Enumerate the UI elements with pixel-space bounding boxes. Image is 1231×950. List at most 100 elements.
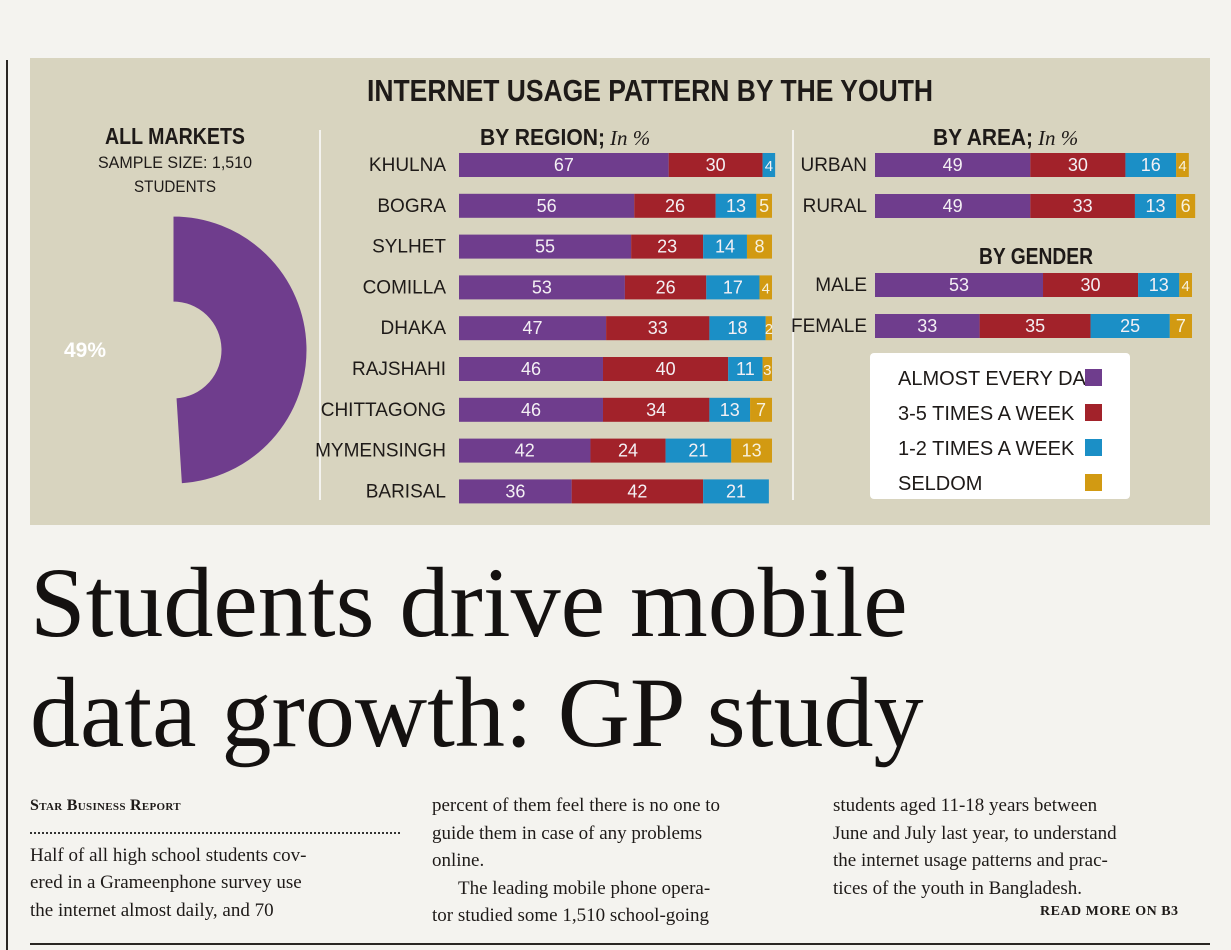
donut-label: 49% bbox=[64, 339, 106, 362]
bar-segment bbox=[459, 357, 603, 381]
legend-label: SELDOM bbox=[898, 473, 982, 495]
bar-segment bbox=[1030, 153, 1126, 177]
bar-segment bbox=[459, 234, 632, 259]
bar-segment bbox=[1030, 194, 1135, 218]
legend-label: ALMOST EVERY DAY bbox=[898, 368, 1098, 390]
article-line: percent of them feel there is no one to bbox=[432, 795, 721, 816]
bar-value-label: 49 bbox=[943, 155, 963, 175]
bar-segment bbox=[762, 153, 776, 177]
article-line: ered in a Grameenphone survey use bbox=[30, 872, 302, 893]
bar-value-label: 6 bbox=[1181, 196, 1191, 216]
bar-segment bbox=[875, 194, 1031, 218]
byline-divider bbox=[30, 820, 400, 834]
article-column-1: Star Business Report Half of all high sc… bbox=[30, 792, 404, 924]
bar-segment bbox=[709, 397, 751, 422]
legend-swatch bbox=[1085, 439, 1102, 456]
bar-segment bbox=[750, 397, 772, 422]
all-markets-donut-chart: 31%15%5%49% bbox=[64, 215, 308, 485]
bar-segment bbox=[1176, 194, 1196, 218]
bar-segment bbox=[759, 275, 772, 300]
bar-category-label: URBAN bbox=[800, 155, 867, 176]
bar-value-label: 33 bbox=[648, 318, 668, 338]
legend-label: 3-5 TIMES A WEEK bbox=[898, 403, 1075, 425]
bar-value-label: 55 bbox=[535, 237, 555, 257]
bar-segment bbox=[1090, 314, 1170, 338]
article-column-2: percent of them feel there is no one to g… bbox=[432, 792, 808, 930]
bar-value-label: 56 bbox=[537, 196, 557, 216]
bar-segment bbox=[731, 438, 772, 463]
bar-value-label: 46 bbox=[521, 400, 541, 420]
bar-value-label: 42 bbox=[627, 481, 647, 501]
bar-segment bbox=[706, 275, 760, 300]
bar-segment bbox=[1169, 314, 1192, 338]
bar-value-label: 7 bbox=[756, 400, 766, 420]
bar-segment bbox=[459, 153, 669, 177]
bar-value-label: 53 bbox=[949, 275, 969, 295]
bar-value-label: 33 bbox=[1073, 196, 1093, 216]
legend-box bbox=[870, 353, 1130, 499]
bar-value-label: 34 bbox=[646, 400, 666, 420]
bar-segment bbox=[1138, 273, 1180, 297]
area-bar-chart: URBAN 49 30 16 4 RURAL 49 33 13 6 bbox=[800, 153, 1196, 218]
article-line: Half of all high school students cov- bbox=[30, 844, 307, 866]
bar-value-label: 4 bbox=[1181, 278, 1189, 295]
bar-value-label: 8 bbox=[754, 237, 764, 257]
bar-segment bbox=[590, 438, 666, 463]
bar-value-label: 33 bbox=[917, 316, 937, 336]
bar-category-label: MYMENSINGH bbox=[315, 441, 446, 462]
article-line: tices of the youth in Bangladesh. bbox=[833, 877, 1083, 899]
bar-category-label: SYLHET bbox=[372, 237, 446, 258]
bar-segment bbox=[765, 316, 772, 341]
region-unit: In % bbox=[609, 126, 650, 150]
area-unit: In % bbox=[1037, 126, 1078, 150]
bar-segment bbox=[459, 397, 603, 422]
legend: ALMOST EVERY DAY 3-5 TIMES A WEEK 1-2 TIME… bbox=[898, 368, 1102, 495]
infographic: INTERNET USAGE PATTERN BY THE YOUTH ALL … bbox=[30, 58, 1210, 525]
infographic-title: INTERNET USAGE PATTERN BY THE YOUTH bbox=[367, 73, 933, 108]
bar-segment bbox=[1043, 273, 1139, 297]
column-1-text: Half of all high school students cov-ere… bbox=[30, 842, 404, 925]
bar-segment bbox=[665, 438, 732, 463]
bar-value-label: 13 bbox=[1149, 275, 1169, 295]
bar-segment bbox=[1125, 153, 1177, 177]
bar-value-label: 25 bbox=[1120, 316, 1140, 336]
legend-label: 1-2 TIMES A WEEK bbox=[898, 438, 1075, 460]
article-line: students aged 11-18 years between bbox=[833, 795, 1098, 816]
region-title: BY REGION; bbox=[480, 124, 605, 150]
read-more-link[interactable]: READ MORE ON B3 bbox=[1040, 904, 1179, 919]
bar-segment bbox=[459, 438, 591, 463]
bar-value-label: 24 bbox=[618, 441, 638, 461]
bar-value-label: 13 bbox=[720, 400, 740, 420]
bar-value-label: 30 bbox=[1068, 155, 1088, 175]
bar-value-label: 35 bbox=[1025, 316, 1045, 336]
bar-segment bbox=[762, 357, 772, 381]
bar-segment bbox=[756, 193, 772, 218]
bar-segment bbox=[459, 193, 635, 218]
bar-value-label: 14 bbox=[715, 237, 735, 257]
bar-value-label: 5 bbox=[759, 196, 769, 216]
bar-segment bbox=[571, 479, 704, 504]
headline: Students drive mobile data growth: GP st… bbox=[30, 548, 1220, 768]
bar-value-label: 30 bbox=[706, 155, 726, 175]
bar-segment bbox=[875, 314, 980, 338]
bar-segment bbox=[709, 316, 766, 341]
bar-segment bbox=[459, 316, 607, 341]
bar-value-label: 53 bbox=[532, 277, 552, 297]
bar-value-label: 17 bbox=[723, 277, 743, 297]
bar-segment bbox=[979, 314, 1091, 338]
bar-segment bbox=[1176, 153, 1189, 177]
bar-value-label: 26 bbox=[665, 196, 685, 216]
bar-value-label: 16 bbox=[1141, 155, 1161, 175]
column-3-text: students aged 11-18 years between June an… bbox=[833, 792, 1211, 902]
bar-segment bbox=[728, 357, 763, 381]
bar-category-label: RURAL bbox=[803, 196, 867, 217]
article-line: online. bbox=[432, 850, 485, 871]
bar-segment bbox=[624, 275, 707, 300]
gender-title: BY GENDER bbox=[979, 243, 1093, 269]
bar-segment bbox=[1134, 194, 1177, 218]
all-markets-title: ALL MARKETS bbox=[105, 123, 245, 149]
bar-category-label: COMILLA bbox=[363, 277, 447, 298]
bar-value-label: 47 bbox=[523, 318, 543, 338]
bar-value-label: 26 bbox=[656, 277, 676, 297]
